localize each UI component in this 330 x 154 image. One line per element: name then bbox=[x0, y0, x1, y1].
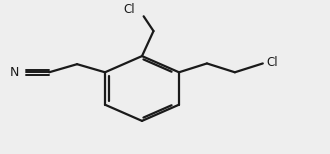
Text: N: N bbox=[10, 66, 19, 79]
Text: Cl: Cl bbox=[266, 56, 278, 69]
Text: Cl: Cl bbox=[124, 3, 135, 16]
